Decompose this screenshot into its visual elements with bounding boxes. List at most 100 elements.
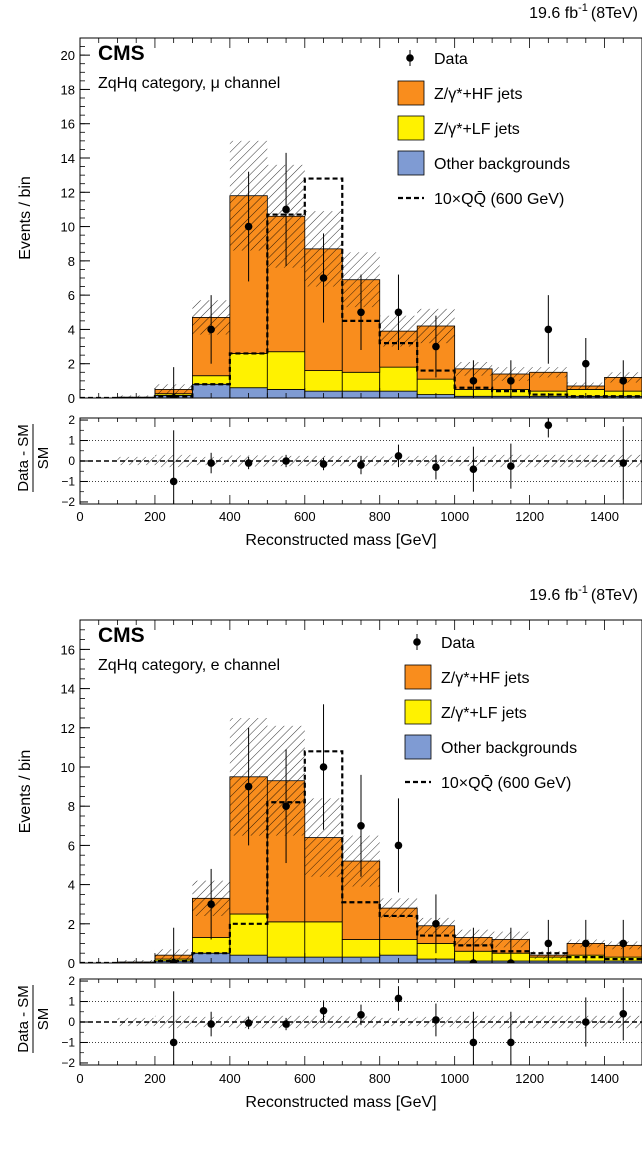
stack-bar-zlfjets <box>304 921 343 958</box>
x-tick-label: 1000 <box>440 1071 469 1086</box>
ratio-y-tick-label: 1 <box>68 434 75 448</box>
y-tick-label: 0 <box>68 956 75 971</box>
stack-bar-zlfjets <box>379 366 418 392</box>
experiment-label: CMS <box>98 624 145 647</box>
x-tick-label: 400 <box>219 509 241 524</box>
ratio-uncertainty-band <box>379 1017 418 1027</box>
category-label: ZqHq category, e channel <box>98 657 280 674</box>
stack-bar-zlfjets <box>229 353 268 389</box>
main-plot-area <box>80 704 642 963</box>
data-point <box>244 222 253 231</box>
x-tick-label: 1200 <box>515 1071 544 1086</box>
ratio-y-tick-label: 2 <box>68 974 75 988</box>
y-tick-label: 4 <box>68 322 75 337</box>
ratio-point <box>319 460 328 468</box>
stack-bar-zlfjets <box>229 913 268 956</box>
energy-label: (8TeV) <box>591 587 638 604</box>
y-axis-label: Events / bin <box>17 750 34 834</box>
ratio-point <box>619 459 628 467</box>
legend-label: Other backgrounds <box>441 740 577 757</box>
legend-item: 10×QQ̄ (600 GeV) <box>405 775 571 792</box>
x-tick-label: 1400 <box>590 509 619 524</box>
legend-label: Other backgrounds <box>434 156 570 173</box>
x-tick-label: 200 <box>144 509 166 524</box>
data-point <box>432 342 440 351</box>
stack-bar-zlfjets <box>341 371 381 392</box>
lumi-value: 19.6 fb <box>529 5 578 22</box>
ratio-point <box>169 477 178 486</box>
ratio-point <box>357 461 365 469</box>
ratio-point <box>207 459 215 467</box>
ratio-point <box>282 457 290 465</box>
main-plot-area <box>80 140 642 398</box>
x-tick-label: 0 <box>76 1071 83 1086</box>
data-point <box>619 377 628 385</box>
ratio-point <box>169 1038 178 1047</box>
legend-item: Z/γ*+LF jets <box>397 115 520 141</box>
legend-item: Data <box>406 50 468 68</box>
x-tick-label: 0 <box>76 509 83 524</box>
data-point <box>282 802 290 810</box>
ratio-point <box>469 465 478 473</box>
legend-label: 10×QQ̄ (600 GeV) <box>441 775 571 792</box>
uncertainty-band <box>379 898 418 918</box>
lumi-value: 19.6 fb <box>529 587 578 604</box>
x-tick-label: 200 <box>144 1071 166 1086</box>
legend-label: Data <box>434 51 468 68</box>
ratio-point <box>432 1016 440 1024</box>
x-tick-label: 800 <box>369 1071 391 1086</box>
ratio-point <box>207 1020 215 1028</box>
legend-item: Z/γ*+LF jets <box>404 699 527 725</box>
y-tick-label: 20 <box>61 48 75 63</box>
stack-bar-zlfjets <box>416 378 456 395</box>
ratio-point <box>544 421 553 429</box>
y-tick-label: 16 <box>61 117 75 132</box>
y-tick-label: 8 <box>68 254 75 269</box>
ratio-label-denominator: SM <box>35 1008 52 1031</box>
ratio-point <box>394 452 403 460</box>
lumi-label: 19.6 fb-1 (8TeV) <box>529 584 638 604</box>
ratio-point <box>619 1010 628 1018</box>
stack-bar-zlfjets <box>341 939 381 958</box>
data-point <box>544 325 553 334</box>
signal-line <box>80 750 642 963</box>
y-tick-label: 10 <box>61 220 75 235</box>
legend-label: Z/γ*+HF jets <box>434 86 522 103</box>
stack-bar-zlfjets <box>304 370 343 392</box>
data-point <box>507 377 515 385</box>
ratio-y-axis-label: Data - SM SM <box>15 424 52 492</box>
x-tick-label: 1200 <box>515 509 544 524</box>
lumi-unit-sup: -1 <box>578 2 588 14</box>
legend-swatch-hf <box>404 664 432 690</box>
ratio-point <box>319 1006 328 1015</box>
x-axis-label: Reconstructed mass [GeV] <box>245 532 436 549</box>
ratio-point <box>357 1011 365 1019</box>
uncertainty-band <box>529 367 568 378</box>
ratio-point <box>394 994 403 1003</box>
legend-item: Data <box>413 634 475 652</box>
x-tick-label: 1400 <box>590 1071 619 1086</box>
y-tick-label: 4 <box>68 878 75 893</box>
y-tick-label: 6 <box>68 288 75 303</box>
legend-item: Other backgrounds <box>397 150 570 176</box>
ratio-y-tick-label: 0 <box>68 454 75 468</box>
x-tick-label: 600 <box>294 509 316 524</box>
ratio-label-numerator: Data - SM <box>15 985 32 1053</box>
ratio-point <box>469 1038 478 1047</box>
legend-swatch-lf <box>397 115 425 141</box>
ratio-y-tick-label: 0 <box>68 1015 75 1029</box>
legend-label: Z/γ*+LF jets <box>441 705 527 722</box>
ratio-y-tick-label: −2 <box>61 1056 75 1070</box>
ratio-point <box>244 1019 253 1027</box>
data-point <box>244 782 253 791</box>
legend-label: Z/γ*+LF jets <box>434 121 520 138</box>
stack-bar-zlfjets <box>266 351 306 390</box>
stack-bar-zlfjets <box>191 937 231 954</box>
ratio-y-tick-label: −1 <box>61 1035 75 1049</box>
ratio-y-tick-label: 2 <box>68 413 75 427</box>
experiment-label: CMS <box>98 42 145 65</box>
category-label: ZqHq category, μ channel <box>98 75 280 92</box>
y-tick-label: 6 <box>68 838 75 853</box>
